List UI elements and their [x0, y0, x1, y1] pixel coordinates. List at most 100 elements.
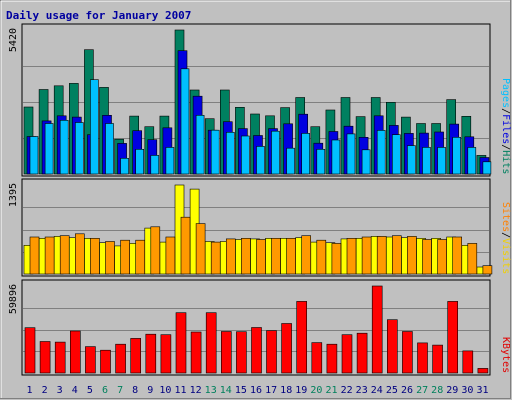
bar-sites-7	[120, 239, 130, 275]
x-tick-label-11: 11	[174, 385, 186, 396]
bar-pages-6	[105, 123, 114, 175]
y-max-label: 5420	[8, 28, 19, 52]
bar-sites-5	[90, 238, 100, 275]
y-max-label: 59896	[8, 284, 19, 314]
bar-sites-29	[452, 236, 463, 275]
x-tick-label-12: 12	[190, 385, 202, 396]
bar-pages-25	[391, 134, 401, 175]
x-tick-label-2: 2	[42, 385, 48, 396]
legend-entry: Sites	[500, 202, 511, 232]
x-tick-label-24: 24	[371, 385, 383, 396]
legend-entry: Files	[500, 114, 511, 144]
x-tick-label-17: 17	[265, 385, 277, 396]
bar-kbytes-11	[175, 312, 187, 374]
bar-pages-1	[29, 136, 39, 175]
x-tick-label-30: 30	[461, 385, 473, 396]
bar-kbytes-8	[130, 338, 141, 374]
bar-pages-9	[150, 155, 160, 175]
x-tick-label-22: 22	[341, 385, 353, 396]
bar-kbytes-21	[326, 343, 338, 374]
x-tick-label-10: 10	[159, 385, 171, 396]
bar-pages-22	[346, 133, 356, 175]
bar-kbytes-12	[190, 331, 202, 374]
bar-kbytes-6	[100, 349, 111, 374]
bar-sites-13	[210, 241, 221, 275]
bar-pages-16	[256, 146, 265, 175]
bar-pages-8	[135, 149, 144, 175]
x-tick-label-25: 25	[386, 385, 398, 396]
legend-entry: Hits	[500, 150, 511, 174]
x-tick-label-27: 27	[416, 385, 428, 396]
bar-pages-20	[316, 149, 326, 175]
chart-title: Daily usage for January 2007	[6, 9, 191, 22]
x-tick-label-13: 13	[205, 385, 217, 396]
bar-sites-15	[241, 238, 251, 275]
legend-entry: /	[500, 108, 511, 114]
bar-pages-28	[437, 147, 446, 175]
x-tick-label-7: 7	[117, 385, 123, 396]
bar-pages-3	[59, 120, 69, 175]
x-tick-label-19: 19	[295, 385, 307, 396]
bar-pages-23	[361, 149, 371, 175]
bar-pages-31	[482, 161, 492, 175]
bar-pages-5	[90, 79, 99, 175]
bar-sites-8	[135, 239, 145, 275]
bar-kbytes-22	[341, 334, 353, 374]
x-tick-label-29: 29	[446, 385, 458, 396]
bar-sites-11	[180, 216, 191, 275]
bar-sites-17	[271, 238, 281, 275]
bar-sites-24	[376, 236, 387, 275]
legend-kbytes: KBytes	[500, 337, 511, 373]
bar-kbytes-18	[281, 323, 292, 374]
bar-pages-10	[165, 147, 175, 175]
bar-kbytes-24	[371, 285, 383, 374]
bar-kbytes-1	[24, 327, 36, 374]
bar-kbytes-17	[266, 330, 277, 374]
bar-sites-25	[391, 235, 402, 275]
bar-pages-2	[44, 123, 54, 175]
bar-pages-24	[376, 130, 386, 175]
bar-sites-14	[226, 238, 236, 275]
bar-kbytes-25	[386, 319, 398, 374]
bar-kbytes-16	[251, 327, 262, 374]
x-tick-label-23: 23	[356, 385, 368, 396]
bar-kbytes-9	[145, 333, 157, 374]
legend-entry: KBytes	[500, 337, 511, 373]
bar-sites-4	[75, 233, 85, 275]
bar-kbytes-3	[54, 341, 66, 374]
legend-entry: Visits	[500, 238, 511, 274]
bar-sites-10	[165, 236, 176, 275]
bar-sites-3	[59, 235, 70, 275]
legend-hits-files-pages: Pages/Files/Hits	[500, 78, 511, 174]
x-tick-label-26: 26	[401, 385, 413, 396]
panel-visits-sites: 1395 Sites/Visits	[8, 178, 511, 277]
bar-kbytes-29	[447, 301, 459, 374]
bar-sites-1	[29, 236, 40, 275]
bar-pages-17	[271, 130, 280, 175]
bar-kbytes-13	[205, 312, 217, 374]
x-tick-label-20: 20	[310, 385, 322, 396]
bar-kbytes-15	[236, 331, 247, 374]
bar-kbytes-23	[356, 332, 368, 374]
panel-kbytes: 59896 KBytes	[8, 279, 511, 376]
x-tick-label-8: 8	[132, 385, 138, 396]
bar-sites-26	[407, 236, 417, 275]
x-tick-label-5: 5	[87, 385, 93, 396]
bar-pages-4	[75, 122, 84, 175]
bar-pages-30	[467, 147, 477, 175]
bar-kbytes-28	[432, 344, 443, 374]
bar-kbytes-30	[462, 350, 474, 374]
bar-pages-29	[452, 137, 462, 175]
x-tick-label-16: 16	[250, 385, 262, 396]
bar-pages-7	[120, 158, 129, 175]
bar-sites-2	[44, 236, 55, 275]
bar-kbytes-20	[311, 342, 323, 374]
bar-sites-20	[316, 239, 327, 275]
bar-pages-26	[407, 145, 416, 175]
bar-pages-21	[331, 139, 341, 175]
bar-kbytes-5	[85, 346, 96, 374]
bar-pages-15	[241, 135, 250, 175]
bar-sites-28	[437, 239, 447, 275]
